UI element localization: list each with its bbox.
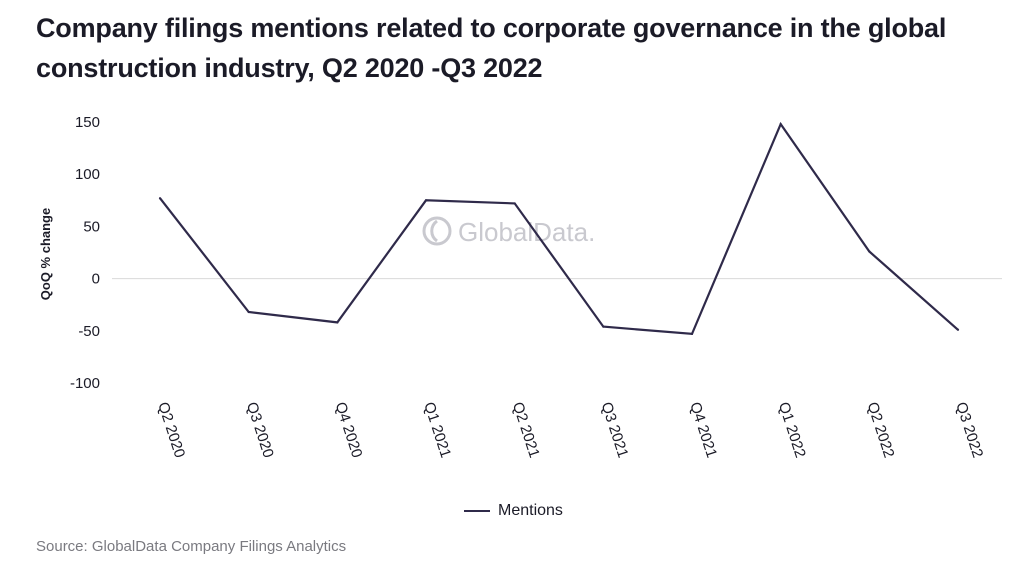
watermark-text: GlobalData.	[458, 217, 595, 247]
data-point	[956, 328, 960, 331]
chart-title: Company filings mentions related to corp…	[36, 13, 947, 83]
data-point	[424, 199, 428, 202]
x-tick-label: Q2 2021	[509, 400, 543, 460]
series-points	[158, 122, 960, 336]
x-tick-label: Q4 2020	[332, 400, 366, 460]
y-axis-ticks: 150 100 50 0 -50 -100	[70, 114, 100, 392]
x-tick-label: Q3 2021	[598, 400, 632, 460]
x-tick-label: Q2 2022	[864, 400, 898, 460]
x-tick-label: Q2 2020	[154, 400, 188, 460]
x-tick-label: Q1 2022	[775, 400, 809, 460]
y-axis-label: QoQ % change	[38, 208, 53, 300]
data-point	[868, 250, 871, 253]
y-tick-label: 50	[83, 218, 100, 235]
watermark-logo-mark	[430, 219, 438, 243]
data-point	[247, 310, 250, 314]
x-axis-ticks: Q2 2020 Q3 2020 Q4 2020 Q1 2021 Q2 2021 Q3 20…	[154, 400, 986, 460]
x-tick-label: Q3 2020	[243, 400, 277, 460]
legend-swatch-mentions	[464, 510, 490, 512]
x-tick-label: Q1 2021	[420, 400, 454, 460]
y-tick-label: 0	[92, 271, 100, 288]
data-point	[158, 197, 162, 200]
y-tick-label: 100	[75, 166, 100, 183]
series-line-mentions	[159, 121, 959, 336]
y-tick-label: -50	[78, 323, 100, 340]
data-point	[602, 325, 605, 328]
x-tick-label: Q3 2022	[952, 400, 986, 460]
watermark-logo-icon	[422, 216, 452, 246]
legend-label-mentions: Mentions	[498, 502, 563, 519]
globaldata-watermark: GlobalData.	[422, 216, 595, 247]
data-point	[779, 122, 782, 126]
data-point	[690, 332, 694, 336]
y-tick-label: 150	[75, 114, 100, 131]
x-tick-label: Q4 2021	[686, 400, 720, 460]
source-note: Source: GlobalData Company Filings Analy…	[36, 538, 347, 555]
legend: Mentions	[464, 500, 563, 522]
y-tick-label: -100	[70, 375, 100, 392]
data-point	[513, 202, 516, 205]
data-point	[336, 321, 339, 324]
